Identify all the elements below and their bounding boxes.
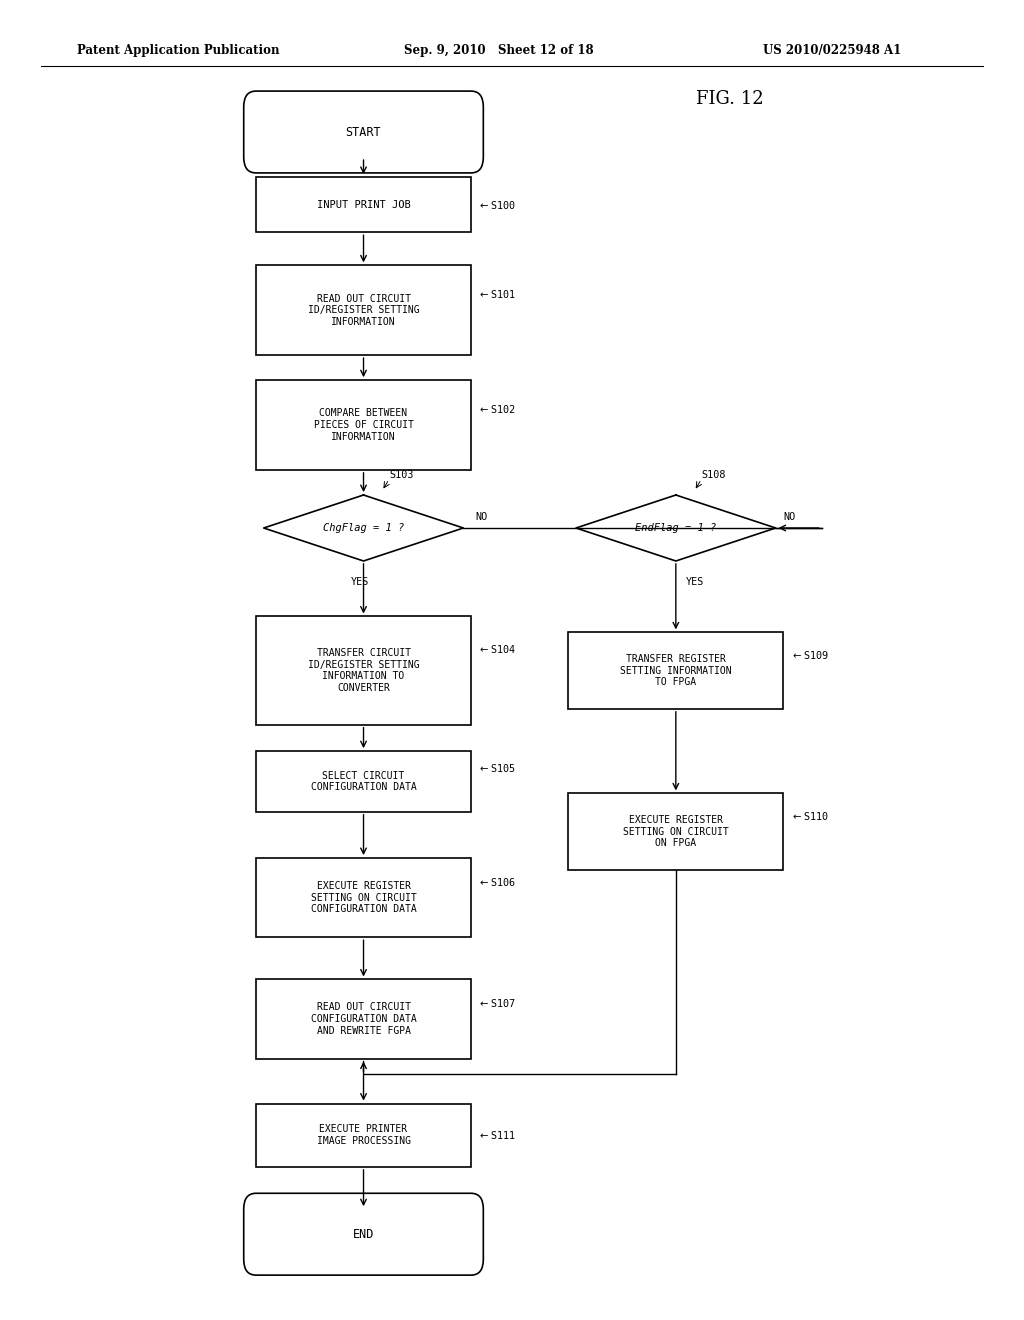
Text: TRANSFER CIRCUIT
ID/REGISTER SETTING
INFORMATION TO
CONVERTER: TRANSFER CIRCUIT ID/REGISTER SETTING INF… <box>307 648 420 693</box>
Text: $\leftarrow$S101: $\leftarrow$S101 <box>478 288 516 301</box>
Text: Patent Application Publication: Patent Application Publication <box>77 44 280 57</box>
Text: EndFlag = 1 ?: EndFlag = 1 ? <box>635 523 717 533</box>
Text: INPUT PRINT JOB: INPUT PRINT JOB <box>316 199 411 210</box>
Text: NO: NO <box>784 512 796 523</box>
Bar <box>568 632 783 709</box>
Bar <box>256 858 471 937</box>
Text: NO: NO <box>475 512 487 523</box>
Text: EXECUTE REGISTER
SETTING ON CIRCUIT
ON FPGA: EXECUTE REGISTER SETTING ON CIRCUIT ON F… <box>623 814 729 849</box>
Bar <box>256 265 471 355</box>
Text: EXECUTE REGISTER
SETTING ON CIRCUIT
CONFIGURATION DATA: EXECUTE REGISTER SETTING ON CIRCUIT CONF… <box>310 880 417 915</box>
Text: READ OUT CIRCUIT
ID/REGISTER SETTING
INFORMATION: READ OUT CIRCUIT ID/REGISTER SETTING INF… <box>307 293 420 327</box>
Bar <box>256 751 471 812</box>
Text: $\leftarrow$S110: $\leftarrow$S110 <box>791 809 828 822</box>
Bar <box>256 177 471 232</box>
Text: SELECT CIRCUIT
CONFIGURATION DATA: SELECT CIRCUIT CONFIGURATION DATA <box>310 771 417 792</box>
Text: Sep. 9, 2010   Sheet 12 of 18: Sep. 9, 2010 Sheet 12 of 18 <box>404 44 594 57</box>
Text: $\leftarrow$S104: $\leftarrow$S104 <box>478 643 516 656</box>
Text: YES: YES <box>351 577 370 587</box>
Bar <box>256 616 471 725</box>
Text: EXECUTE PRINTER
IMAGE PROCESSING: EXECUTE PRINTER IMAGE PROCESSING <box>316 1125 411 1146</box>
Text: $\leftarrow$S100: $\leftarrow$S100 <box>478 198 516 211</box>
Bar <box>256 1104 471 1167</box>
Text: YES: YES <box>686 577 705 587</box>
Text: FIG. 12: FIG. 12 <box>696 90 764 108</box>
Text: END: END <box>353 1228 374 1241</box>
Text: S103: S103 <box>389 470 414 480</box>
Text: COMPARE BETWEEN
PIECES OF CIRCUIT
INFORMATION: COMPARE BETWEEN PIECES OF CIRCUIT INFORM… <box>313 408 414 442</box>
Text: START: START <box>346 125 381 139</box>
Text: ChgFlag = 1 ?: ChgFlag = 1 ? <box>323 523 404 533</box>
FancyBboxPatch shape <box>244 1193 483 1275</box>
Text: TRANSFER REGISTER
SETTING INFORMATION
TO FPGA: TRANSFER REGISTER SETTING INFORMATION TO… <box>620 653 732 688</box>
Text: $\leftarrow$S107: $\leftarrow$S107 <box>478 997 516 1010</box>
Polygon shape <box>263 495 463 561</box>
Bar <box>256 979 471 1059</box>
FancyBboxPatch shape <box>244 91 483 173</box>
Bar <box>256 380 471 470</box>
Text: $\leftarrow$S102: $\leftarrow$S102 <box>478 403 516 416</box>
Text: $\leftarrow$S111: $\leftarrow$S111 <box>478 1129 516 1142</box>
Text: $\leftarrow$S109: $\leftarrow$S109 <box>791 648 828 661</box>
Text: $\leftarrow$S105: $\leftarrow$S105 <box>478 762 516 775</box>
Text: US 2010/0225948 A1: US 2010/0225948 A1 <box>763 44 901 57</box>
Text: READ OUT CIRCUIT
CONFIGURATION DATA
AND REWRITE FGPA: READ OUT CIRCUIT CONFIGURATION DATA AND … <box>310 1002 417 1036</box>
Text: $\leftarrow$S106: $\leftarrow$S106 <box>478 875 516 888</box>
Polygon shape <box>575 495 776 561</box>
Text: S108: S108 <box>701 470 726 480</box>
Bar <box>568 793 783 870</box>
